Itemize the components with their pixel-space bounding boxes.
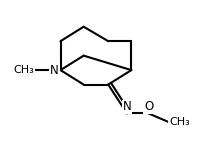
Text: N: N [123,100,132,113]
Text: CH₃: CH₃ [14,65,35,75]
Text: N: N [50,64,59,77]
Text: CH₃: CH₃ [169,117,190,127]
Text: O: O [144,100,153,113]
